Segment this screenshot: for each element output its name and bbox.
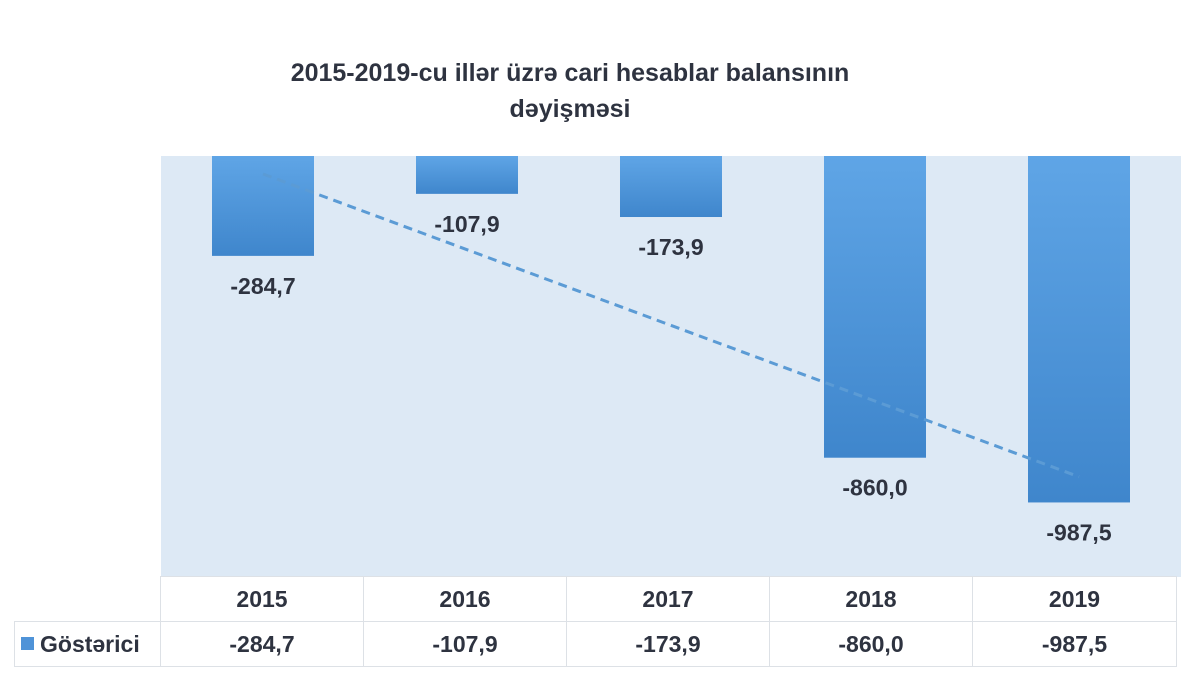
- bar-2015: [212, 156, 314, 256]
- data-label-2019: -987,5: [1046, 519, 1111, 545]
- chart-title-line-2: dəyişməsi: [509, 95, 631, 123]
- data-table-corner: [14, 576, 161, 622]
- data-label-2017: -173,9: [638, 234, 703, 260]
- data-table: 2015 2016 2017 2018 2019 Göstərici -284,…: [14, 576, 1177, 667]
- value-cell: -284,7: [160, 621, 364, 667]
- series-name: Göstərici: [40, 630, 140, 657]
- data-table-header-row: 2015 2016 2017 2018 2019: [14, 576, 1177, 622]
- value-cell: -173,9: [566, 621, 770, 667]
- plot-area: [161, 156, 1181, 577]
- bar-2018: [824, 156, 926, 458]
- year-header: 2017: [566, 576, 770, 622]
- year-header: 2019: [972, 576, 1177, 622]
- value-cell: -860,0: [769, 621, 973, 667]
- value-cell: -987,5: [972, 621, 1177, 667]
- year-header: 2015: [160, 576, 364, 622]
- bar-2016: [416, 156, 518, 194]
- data-label-2018: -860,0: [842, 475, 907, 501]
- data-label-2015: -284,7: [230, 273, 295, 299]
- year-header: 2016: [363, 576, 567, 622]
- legend-key: [21, 636, 34, 650]
- value-cell: -107,9: [363, 621, 567, 667]
- bar-2017: [620, 156, 722, 218]
- chart-title: 2015-2019-cu illər üzrə cari hesablar ba…: [200, 55, 940, 127]
- year-header: 2018: [769, 576, 973, 622]
- chart-title-line-1: 2015-2019-cu illər üzrə cari hesablar ba…: [290, 59, 850, 87]
- trendline: [262, 172, 1080, 479]
- data-table-value-row: Göstərici -284,7 -107,9 -173,9 -860,0 -9…: [14, 621, 1177, 667]
- bar-2019: [1028, 156, 1130, 503]
- data-label-2016: -107,9: [434, 211, 499, 237]
- series-label-cell: Göstərici: [14, 621, 161, 667]
